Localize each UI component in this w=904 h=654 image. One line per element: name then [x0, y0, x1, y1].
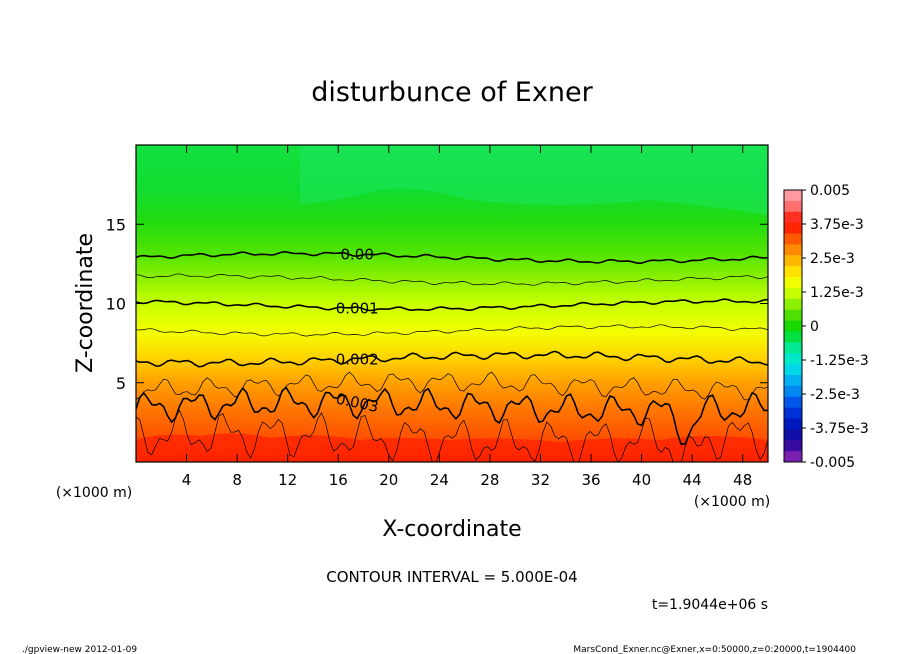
colorbar-swatch [784, 396, 802, 409]
x-tick-label: 36 [581, 471, 600, 489]
colorbar-swatch [784, 222, 802, 235]
contour-line [136, 409, 768, 462]
x-tick-label: 8 [232, 471, 242, 489]
colorbar-swatch [784, 385, 802, 398]
contour-line [136, 386, 768, 446]
colorbar-label: -3.75e-3 [810, 421, 869, 437]
colorbar-swatch [784, 298, 802, 311]
x-tick-label: 32 [531, 471, 550, 489]
y-axis-ticks: 5 10 15 [106, 215, 768, 393]
colorbar-label: 0 [810, 319, 819, 335]
colorbar-label: -1.25e-3 [810, 353, 869, 369]
x-units-note: (×1000 m) [694, 494, 770, 510]
colorbar [783, 189, 803, 463]
time-text: t=1.9044e+06 s [652, 597, 768, 613]
x-tick-label: 28 [480, 471, 499, 489]
contour-line [136, 350, 768, 368]
colorbar-label: 3.75e-3 [810, 217, 864, 233]
chart-title: disturbunce of Exner [311, 77, 593, 108]
y-axis-label: Z-coordinate [73, 233, 98, 373]
colorbar-label: 0.005 [810, 183, 850, 199]
colorbar-swatch [784, 255, 802, 267]
x-tick-label: 16 [329, 471, 348, 489]
x-tick-label: 48 [733, 471, 752, 489]
x-tick-label: 12 [278, 471, 297, 489]
colorbar-swatch [784, 200, 802, 213]
colorbar-swatch [784, 320, 802, 332]
colorbar-label: -0.005 [810, 455, 855, 471]
y-tick-label: 15 [106, 215, 126, 234]
y-tick-label: 10 [106, 295, 126, 314]
x-tick-label: 24 [430, 471, 449, 489]
colorbar-label: 2.5e-3 [810, 251, 855, 267]
lower-red-patch [136, 433, 768, 462]
upper-green-patch [300, 145, 768, 215]
x-tick-label: 4 [182, 471, 192, 489]
colorbar-swatch [784, 233, 802, 245]
colorbar-swatch [784, 374, 802, 387]
field-fill [136, 145, 768, 462]
x-tick-label: 44 [683, 471, 702, 489]
x-axis-ticks: 4 8 12 16 20 24 28 32 36 40 44 48 [182, 145, 752, 489]
colorbar-swatch [784, 190, 802, 202]
colorbar-swatch [784, 287, 802, 300]
contour-interval-text: CONTOUR INTERVAL = 5.000E-04 [326, 568, 577, 586]
colorbar-swatch [784, 266, 802, 278]
x-tick-label: 20 [379, 471, 398, 489]
colorbar-labels: 0.005 3.75e-3 2.5e-3 1.25e-3 0 -1.25e-3 -2.5e-… [802, 183, 869, 471]
contour-line [136, 273, 768, 286]
colorbar-label: 1.25e-3 [810, 285, 864, 301]
x-tick-label: 40 [632, 471, 651, 489]
colorbar-label: -2.5e-3 [810, 387, 860, 403]
x-axis-label: X-coordinate [382, 517, 521, 542]
colorbar-swatch [784, 244, 802, 256]
colorbar-swatch [784, 418, 802, 430]
contour-label: 0.00 [340, 245, 373, 263]
colorbar-swatch [784, 211, 802, 224]
contour-label: 0.002 [336, 350, 379, 368]
footer-left: ./gpview-new 2012-01-09 [22, 645, 137, 654]
contour-line [136, 250, 768, 265]
colorbar-swatch [784, 353, 802, 365]
contour-label: 0.001 [336, 300, 379, 318]
y-units-note: (×1000 m) [56, 485, 132, 501]
colorbar-swatch [784, 451, 802, 463]
contour-line [136, 298, 768, 312]
contour-line [136, 324, 768, 337]
colorbar-swatch [784, 407, 802, 419]
colorbar-swatch [784, 429, 802, 441]
colorbar-swatch [784, 342, 802, 354]
y-tick-label: 5 [116, 374, 126, 393]
colorbar-swatch [784, 309, 802, 322]
colorbar-swatch [784, 277, 802, 289]
colorbar-swatch [784, 331, 802, 343]
colorbar-swatch [784, 364, 802, 376]
colorbar-swatch [784, 440, 802, 452]
footer-right: MarsCond_Exner.nc@Exner,x=0:50000,z=0:20… [573, 645, 856, 654]
